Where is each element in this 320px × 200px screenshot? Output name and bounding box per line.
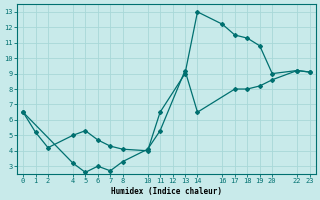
X-axis label: Humidex (Indice chaleur): Humidex (Indice chaleur)	[111, 187, 222, 196]
